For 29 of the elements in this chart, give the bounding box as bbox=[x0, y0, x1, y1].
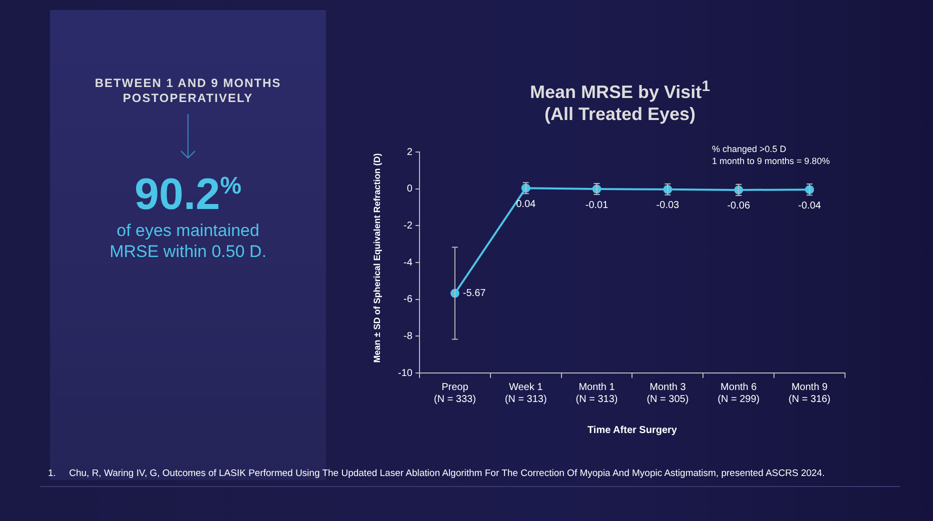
data-label: -0.03 bbox=[656, 200, 680, 212]
y-tick-label: -10 bbox=[398, 368, 413, 379]
text: 90.2$^{%}$ bbox=[134, 170, 242, 220]
text: of eyes maintained MRSE within 0.50 D. bbox=[108, 220, 268, 262]
data-label: -0.04 bbox=[798, 200, 822, 212]
text: BETWEEN 1 AND 9 MONTHS POSTOPERATIVELY bbox=[94, 76, 282, 106]
annotation: 1 month to 9 months = 9.80% bbox=[712, 156, 830, 166]
data-label: -0.06 bbox=[727, 200, 750, 212]
x-tick-label: Month 6 (N = 299) bbox=[718, 382, 760, 405]
y-tick-label: -6 bbox=[404, 294, 413, 306]
x-tick-label: Month 9 (N = 316) bbox=[788, 382, 831, 405]
x-tick-label: Month 3 (N = 305) bbox=[646, 382, 689, 405]
y-tick-label: -2 bbox=[404, 220, 413, 232]
y-tick-label: 2 bbox=[406, 146, 413, 158]
chart-subtitle: (All Treated Eyes) bbox=[544, 104, 696, 124]
x-tick-label: Month 1 (N = 313) bbox=[576, 382, 618, 405]
data-label: -5.67 bbox=[462, 288, 486, 300]
y-tick-label: -4 bbox=[404, 257, 413, 268]
text: 1. Chu, R, Waring IV, G, Outcomes of LASIK Performed Using The Updated Laser Ablation Algorithm For The Correction Of Myopia And Myopic Astigmatism, presented ASCRS 2024. bbox=[48, 468, 825, 479]
data-label: 0.04 bbox=[516, 198, 536, 210]
y-axis-title: Mean ± SD of Spherical Equivalent Refraction (D) bbox=[371, 152, 383, 365]
x-axis-title: Time After Surgery bbox=[587, 424, 678, 436]
annotation: % changed >0.5 D bbox=[712, 144, 786, 154]
chart-title: Mean MRSE by Visit$^{1}$ bbox=[530, 78, 710, 102]
y-tick-label: 0 bbox=[406, 184, 413, 195]
x-tick-label: Preop (N = 333) bbox=[434, 382, 476, 405]
y-tick-label: -8 bbox=[404, 330, 413, 342]
x-tick-label: Week 1 (N = 313) bbox=[504, 382, 547, 405]
data-label: -0.01 bbox=[585, 200, 609, 211]
